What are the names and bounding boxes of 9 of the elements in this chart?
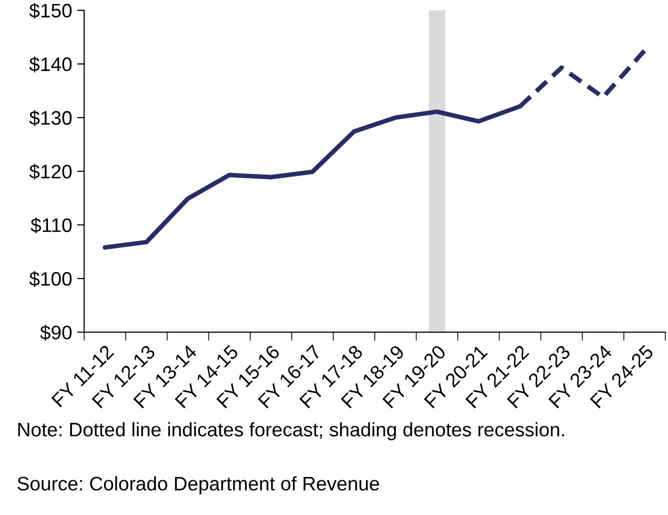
- y-tick-label: $90: [40, 324, 72, 341]
- y-tick-label: $100: [29, 271, 72, 287]
- y-tick-label: $110: [30, 218, 72, 234]
- y-tick-label: $120: [29, 164, 72, 180]
- text: Note: Dotted line indicates forecast; shading denotes recession.: [18, 422, 564, 440]
- source-note: Source: Colorado Department of Revenue: [18, 476, 380, 494]
- y-tick-label: $150: [29, 2, 72, 19]
- y-tick-label: $140: [29, 56, 72, 72]
- y-tick-label: $130: [29, 110, 72, 126]
